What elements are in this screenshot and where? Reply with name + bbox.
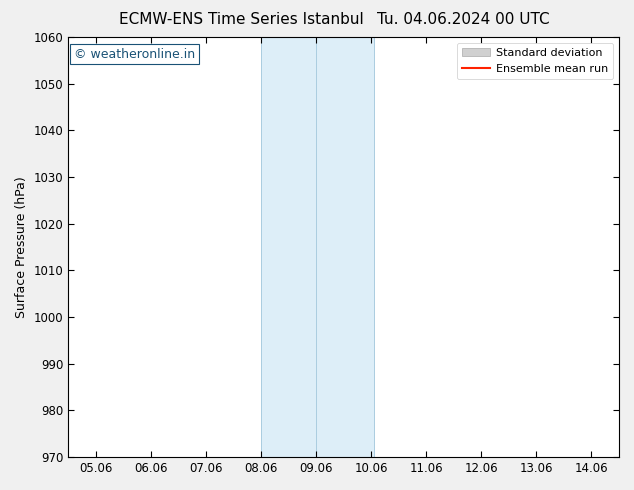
Bar <box>261 37 375 457</box>
Legend: Standard deviation, Ensemble mean run: Standard deviation, Ensemble mean run <box>456 43 614 79</box>
Text: © weatheronline.in: © weatheronline.in <box>74 48 195 61</box>
Text: ECMW-ENS Time Series Istanbul: ECMW-ENS Time Series Istanbul <box>119 12 363 27</box>
Y-axis label: Surface Pressure (hPa): Surface Pressure (hPa) <box>15 176 28 318</box>
Text: Tu. 04.06.2024 00 UTC: Tu. 04.06.2024 00 UTC <box>377 12 549 27</box>
